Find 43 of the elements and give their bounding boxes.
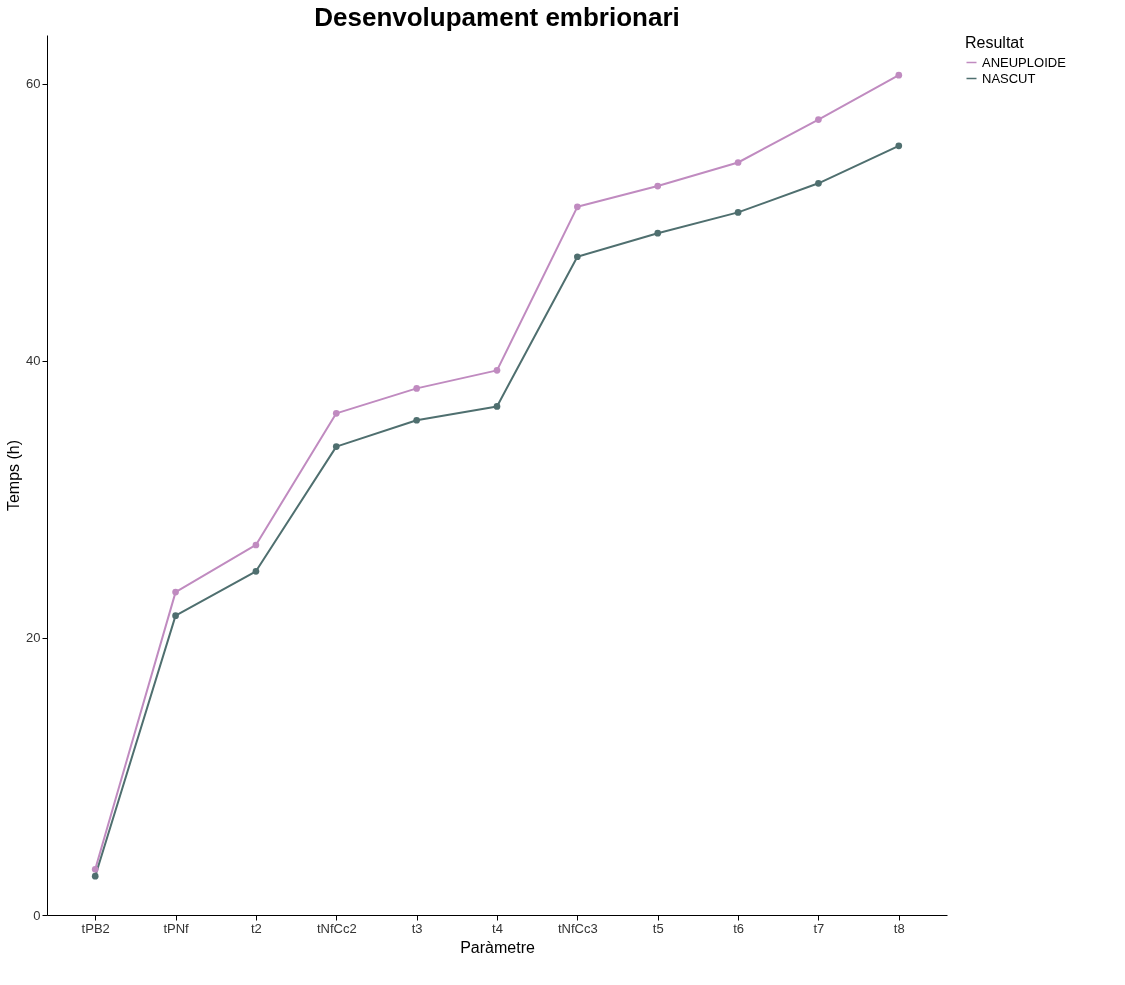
point [895, 142, 903, 150]
point [574, 203, 581, 211]
x-tick-label: tNfCc3 [557, 920, 598, 936]
x-tick-label: t3 [411, 920, 423, 936]
point [815, 179, 822, 187]
x-axis-title: Paràmetre [460, 938, 535, 956]
x-tick-label: t2 [251, 920, 262, 936]
chart-title: Desenvolupament embrionari [314, 2, 680, 32]
point [654, 229, 662, 237]
x-tick-label: tPNf [163, 920, 190, 936]
point [815, 116, 822, 123]
point [734, 159, 742, 166]
x-tick-label: t6 [733, 920, 744, 936]
y-tick-label: 0 [33, 907, 41, 923]
point [493, 403, 501, 410]
legend-label: ANEUPLOIDE [982, 54, 1067, 70]
point [332, 443, 340, 450]
y-axis-title: Temps (h) [5, 439, 23, 512]
point [91, 865, 99, 873]
point [493, 367, 501, 374]
y-tick-label: 20 [26, 630, 41, 646]
point [734, 209, 742, 216]
point [252, 567, 260, 575]
legend-title: Resultat [965, 34, 1025, 51]
x-tick-label: tPB2 [81, 920, 110, 936]
point [172, 588, 179, 596]
x-tick-label: tNfCc2 [316, 920, 357, 936]
y-tick-label: 60 [26, 76, 41, 91]
point [252, 541, 260, 549]
point [574, 253, 581, 261]
x-tick-label: t5 [652, 920, 664, 936]
point [332, 409, 340, 417]
point [413, 416, 420, 424]
x-tick-label: t7 [813, 920, 825, 936]
point [172, 612, 179, 620]
point [91, 872, 99, 880]
point [895, 71, 903, 79]
x-tick-label: t8 [893, 920, 905, 936]
x-tick-label: t4 [492, 920, 503, 936]
y-tick-label: 40 [26, 353, 41, 369]
legend-label: NASCUT [982, 70, 1036, 86]
point [654, 182, 662, 190]
point [413, 385, 420, 392]
